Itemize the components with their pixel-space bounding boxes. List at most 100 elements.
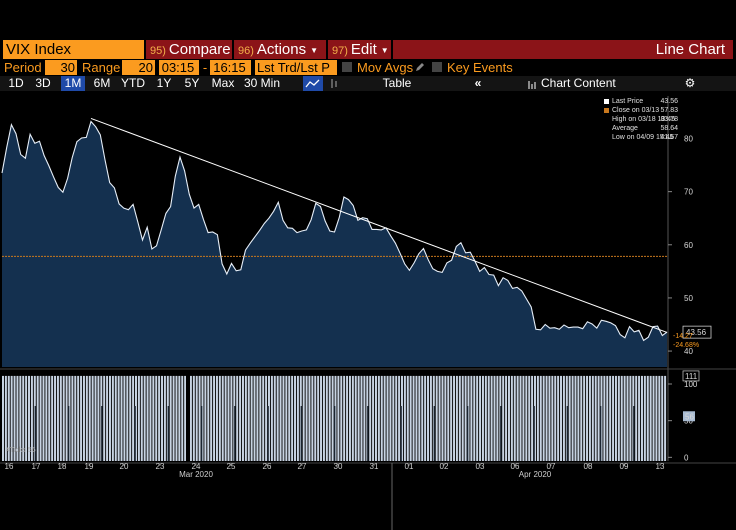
line-style-button[interactable] <box>303 76 323 91</box>
compare-button[interactable]: 95) Compare <box>146 40 232 59</box>
ticks-bar <box>377 375 380 461</box>
collapse-icon[interactable]: « <box>474 76 482 90</box>
ticks-bar <box>97 375 100 461</box>
edit-button[interactable]: 97) Edit ▼ <box>328 40 391 59</box>
ticks-bar <box>470 375 473 461</box>
ticks-bar <box>56 375 59 461</box>
ticks-bar <box>409 375 412 461</box>
ticks-bar <box>28 375 31 461</box>
ticks-bar <box>513 375 516 461</box>
ticks-bar <box>268 375 270 461</box>
mov-avgs-checkbox[interactable] <box>342 62 352 72</box>
ticks-bar <box>62 375 65 461</box>
ticks-bar <box>7 375 10 461</box>
ticks-bar <box>435 375 438 461</box>
period-input[interactable]: 30 <box>45 60 77 75</box>
ticks-bar <box>612 375 615 461</box>
x-tick-label: 18 <box>58 462 67 471</box>
ticks-bar <box>114 375 117 461</box>
time-to-input[interactable]: 16:15 <box>210 60 251 75</box>
timeframe-5y[interactable]: 5Y <box>184 76 200 90</box>
x-tick-label: 06 <box>511 462 520 471</box>
pencil-icon[interactable] <box>414 61 426 73</box>
ticks-bar <box>629 375 632 461</box>
ticks-bar <box>444 375 447 461</box>
ticks-last-tag <box>682 370 700 382</box>
ticks-bar <box>42 375 45 461</box>
legend-label: Close on 03/13 <box>612 107 660 114</box>
ticks-bar <box>201 375 204 461</box>
key-events-label: Key Events <box>447 60 513 75</box>
ticks-bar <box>178 375 181 461</box>
bar-style-button[interactable] <box>327 76 345 91</box>
timeframe-1m[interactable]: 1M <box>61 76 85 91</box>
ticks-bar <box>606 375 609 461</box>
legend-swatch <box>604 117 609 122</box>
chart-area[interactable]: 405060708043.56-14.27-24.68%050100111561… <box>0 91 736 530</box>
ticks-day-gap <box>300 406 303 461</box>
ticks-bar <box>661 375 664 461</box>
period-label: Period <box>4 60 42 75</box>
ticks-bar <box>551 375 554 461</box>
ticks-bar <box>88 375 91 461</box>
ticks-bar <box>270 375 273 461</box>
timeframe-max[interactable]: Max <box>211 76 235 90</box>
timeframe-3d[interactable]: 3D <box>35 76 51 90</box>
ticks-bar <box>259 375 262 461</box>
ticks-bar <box>603 375 606 461</box>
x-tick-label: 03 <box>476 462 485 471</box>
ticks-bar <box>317 375 320 461</box>
ticks-bar <box>103 375 106 461</box>
timeframe-1d[interactable]: 1D <box>8 76 24 90</box>
time-from-input[interactable]: 03:15 <box>159 60 199 75</box>
key-events-checkbox[interactable] <box>432 62 442 72</box>
dropdown-arrow-icon: ▼ <box>380 45 389 55</box>
interval-label: 30 Min <box>243 76 281 90</box>
legend-value: 41.67 <box>660 134 678 141</box>
ticks-bar <box>198 375 201 461</box>
security-field[interactable]: VIX Index <box>3 40 144 59</box>
ticks-bar <box>597 375 600 461</box>
edit-label: Edit <box>350 41 377 58</box>
month-label: Apr 2020 <box>519 470 552 479</box>
ticks-series-label: #Ticks 56 <box>6 447 36 454</box>
ticks-bar <box>398 375 401 461</box>
x-tick-label: 17 <box>32 462 41 471</box>
ticks-bar <box>441 375 444 461</box>
ticks-bar <box>531 375 534 461</box>
last-trade-select[interactable]: Lst Trd/Lst P <box>255 60 337 75</box>
legend-swatch <box>604 107 609 113</box>
gear-icon[interactable]: ⚙ <box>684 76 696 90</box>
range-input[interactable]: 20 <box>122 60 155 75</box>
ticks-bar <box>640 375 643 461</box>
chart-content-icon <box>527 78 539 90</box>
timeframe-1y[interactable]: 1Y <box>156 76 172 90</box>
ticks-bar <box>155 375 158 461</box>
ticks-second-tag <box>683 411 695 422</box>
ticks-bar <box>181 375 184 461</box>
edit-shortcut: 97) <box>332 45 348 57</box>
ticks-bar <box>322 375 325 461</box>
ticks-bar <box>207 375 210 461</box>
timeframe-ytd[interactable]: YTD <box>121 76 145 90</box>
ticks-bar <box>45 375 48 461</box>
actions-button[interactable]: 96) Actions ▼ <box>234 40 326 59</box>
ticks-bar <box>557 375 560 461</box>
ticks-bar <box>528 375 531 461</box>
ticks-bar <box>36 375 39 461</box>
chart-content-button[interactable]: Chart Content <box>541 76 616 90</box>
ticks-bar <box>4 375 7 461</box>
ticks-bar <box>476 375 479 461</box>
interval-select[interactable]: 30 Min ▼ <box>242 76 282 104</box>
ticks-bar <box>614 375 617 461</box>
timeframe-6m[interactable]: 6M <box>93 76 111 90</box>
ticks-bar <box>386 375 389 461</box>
x-tick-label: 09 <box>620 462 629 471</box>
table-button[interactable]: Table <box>382 76 412 90</box>
ticks-bar <box>30 375 33 461</box>
ticks-bar <box>294 375 297 461</box>
ticks-bar <box>545 375 548 461</box>
legend-value: 58.64 <box>660 125 678 132</box>
ticks-bar <box>169 375 172 461</box>
ticks-bar <box>369 375 372 461</box>
